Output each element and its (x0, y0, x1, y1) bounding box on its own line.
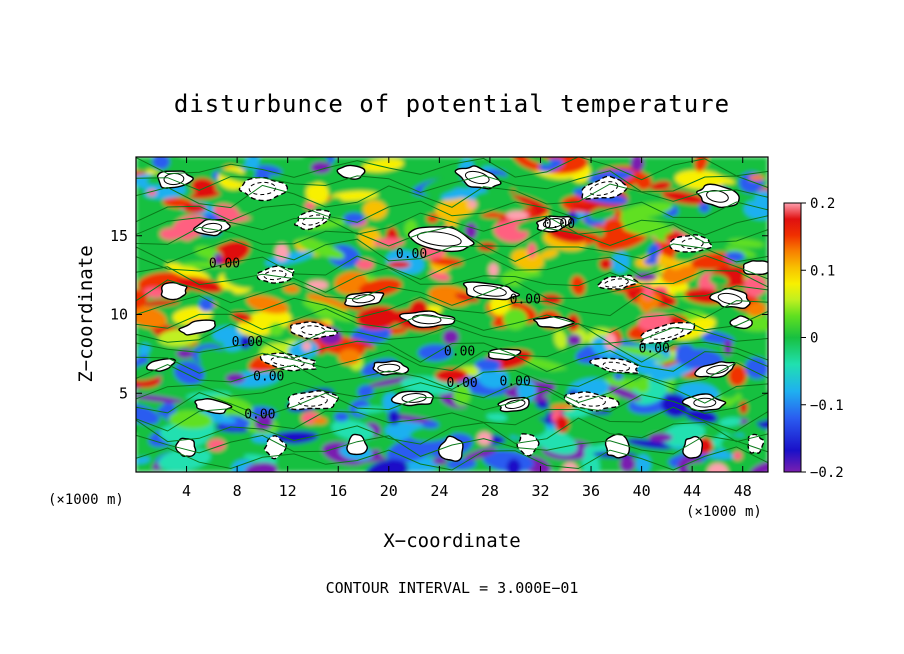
y-tick-label: 10 (110, 306, 128, 324)
colorbar-scale (783, 202, 802, 473)
zero-contour (136, 212, 768, 236)
y-axis: 5 10 15 (110, 227, 768, 402)
contour-labels: 0.00 0.00 0.00 0.00 0.00 0.00 0.00 0.00 0.00 0.00… (209, 217, 670, 423)
zero-contour (136, 223, 768, 248)
contour-interval-note: CONTOUR INTERVAL = 3.000E−01 (326, 579, 579, 597)
zero-contour (136, 406, 768, 432)
x-tick-label: 48 (734, 482, 752, 500)
x-tick-label: 32 (531, 482, 549, 500)
contour-label: 0.00 (510, 292, 541, 307)
x-unit-label-left: (×1000 m) (48, 492, 124, 508)
x-tick-label: 12 (279, 482, 297, 500)
zero-contour (136, 308, 768, 334)
zero-contour (136, 253, 768, 280)
plot-area: 0.00 0.00 0.00 0.00 0.00 0.00 0.00 0.00 0.00 0.00… (136, 157, 768, 472)
colorbar-tick-label: −0.2 (810, 465, 844, 481)
contour-label: 0.00 (253, 370, 284, 385)
colorbar-ticks: 0.2 0.1 0 −0.1 −0.2 (801, 196, 844, 481)
zero-contour (136, 434, 768, 457)
zero-contour (136, 362, 768, 390)
contour-label: 0.00 (209, 256, 240, 271)
zero-contour (136, 183, 768, 209)
x-tick-label: 36 (582, 482, 600, 500)
zero-contour (136, 292, 768, 319)
contour-regions (146, 164, 768, 462)
zero-contour (136, 157, 768, 181)
colorbar-tick-label: 0.2 (810, 196, 835, 212)
x-axis: 4 8 12 16 20 24 28 32 36 40 44 48 (182, 157, 752, 500)
zero-contour (136, 417, 768, 445)
y-axis-label: Z−coordinate (75, 245, 97, 382)
contour-label: 0.00 (444, 344, 475, 359)
x-tick-label: 24 (430, 482, 448, 500)
zero-contour (136, 200, 768, 223)
zero-contour (136, 340, 768, 363)
zero-contour (136, 349, 768, 374)
colorbar-tick-label: −0.1 (810, 398, 844, 414)
contour-label: 0.00 (396, 247, 427, 262)
colorbar-tick-label: 0 (810, 331, 818, 347)
contour-label: 0.00 (639, 341, 670, 356)
contour-label: 0.00 (446, 376, 477, 391)
x-axis-label: X−coordinate (383, 530, 520, 552)
colorbar: 0.2 0.1 0 −0.1 −0.2 (783, 196, 844, 481)
zero-contour (136, 266, 768, 293)
zero-contour (136, 389, 768, 417)
contour-lines (136, 157, 768, 471)
zero-contour (136, 170, 768, 194)
x-tick-label: 44 (683, 482, 701, 500)
x-tick-label: 20 (380, 482, 398, 500)
x-tick-label: 4 (182, 482, 191, 500)
contour-label: 0.00 (544, 217, 575, 232)
contour-label: 0.00 (244, 407, 275, 422)
x-unit-label-right: (×1000 m) (686, 504, 762, 520)
x-tick-label: 40 (633, 482, 651, 500)
x-tick-label: 28 (481, 482, 499, 500)
contour-label: 0.00 (232, 335, 263, 350)
y-tick-label: 15 (110, 227, 128, 245)
zero-contour (136, 375, 768, 404)
zero-contour (136, 238, 768, 264)
x-tick-label: 16 (329, 482, 347, 500)
x-tick-label: 8 (233, 482, 242, 500)
contour-label: 0.00 (500, 374, 531, 389)
zero-contour (136, 279, 768, 306)
zero-contour (136, 446, 768, 471)
chart-title: disturbunce of potential temperature (174, 90, 730, 118)
colorbar-tick-label: 0.1 (810, 263, 835, 279)
zero-contour (136, 322, 768, 347)
y-tick-label: 5 (119, 384, 128, 402)
